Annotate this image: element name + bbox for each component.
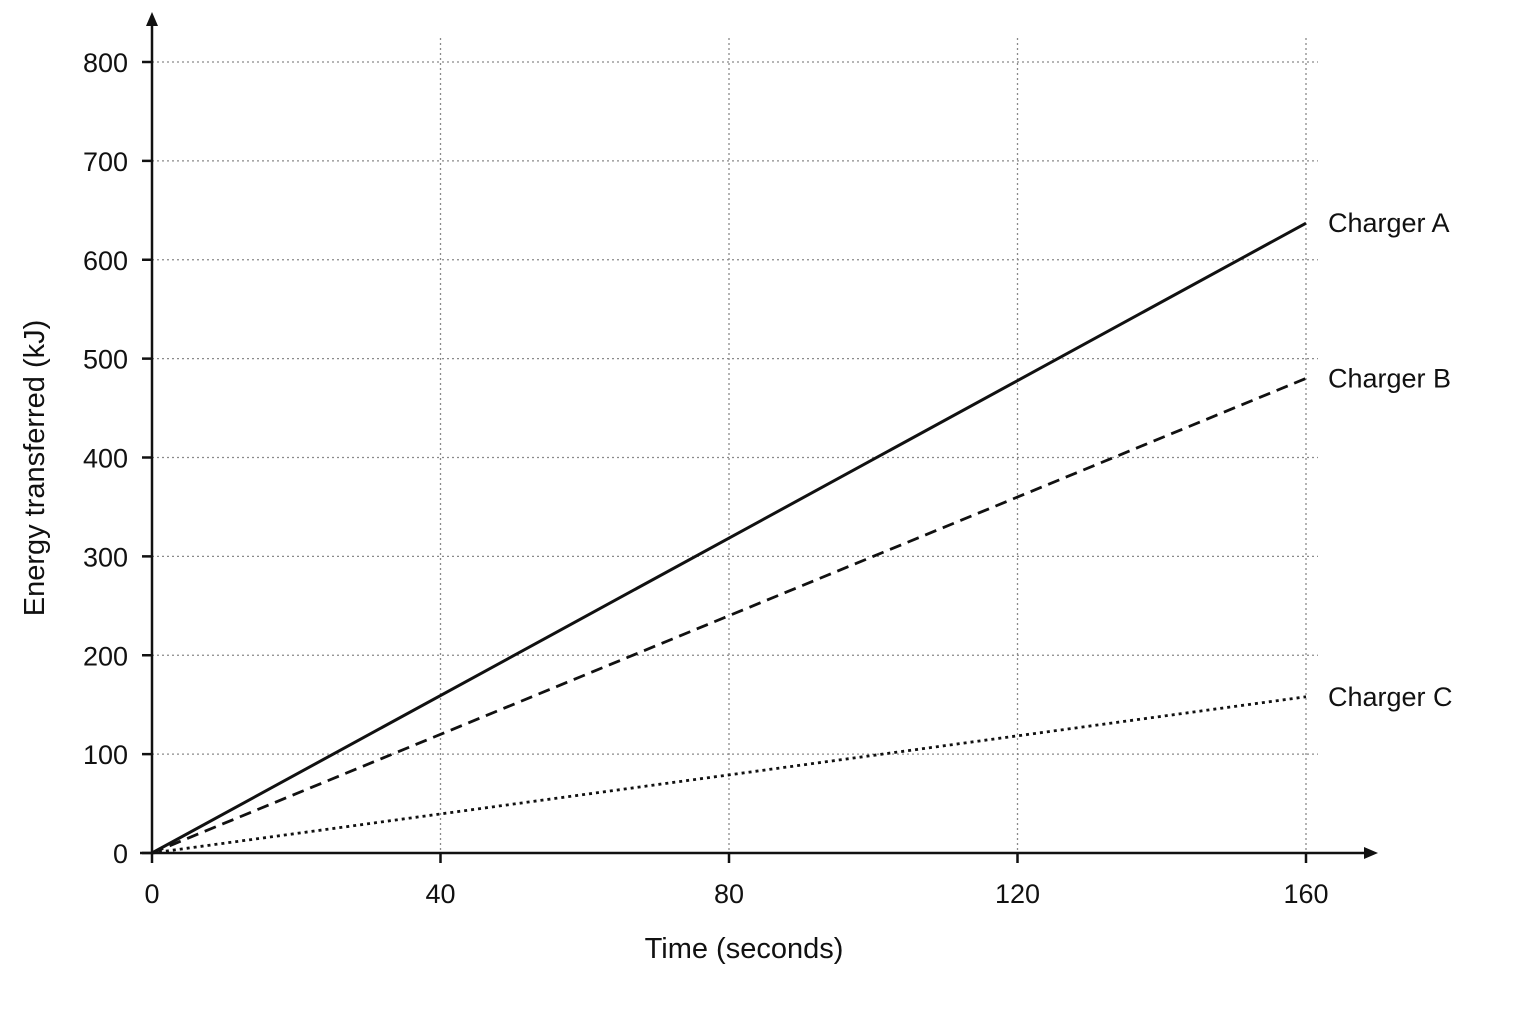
x-tick-label: 120 [995, 879, 1040, 909]
y-tick-label: 0 [113, 839, 128, 869]
x-tick-label: 0 [144, 879, 159, 909]
series-label-1: Charger A [1328, 208, 1450, 238]
ticks-layer: 0 100 200 300 400 500 600 700 800 0 40 80 120 160 [83, 48, 1329, 909]
x-axis-label: Time (seconds) [645, 933, 844, 965]
grid-layer [152, 38, 1318, 853]
y-tick-label: 200 [83, 641, 128, 671]
y-tick-label: 100 [83, 740, 128, 770]
axes-layer [140, 12, 1378, 859]
series-label-2: Charger B [1328, 363, 1451, 393]
x-axis-arrow-icon [1364, 847, 1378, 859]
y-tick-label: 400 [83, 444, 128, 474]
y-axis-arrow-icon [146, 12, 158, 26]
x-tick-label: 160 [1283, 879, 1328, 909]
x-tick-label: 40 [425, 879, 455, 909]
series-label-3: Charger C [1328, 682, 1453, 712]
y-axis-label: Energy transferred (kJ) [19, 320, 51, 617]
y-tick-label: 300 [83, 542, 128, 572]
series-line-1 [151, 221, 1307, 855]
y-tick-label: 800 [83, 48, 128, 78]
y-tick-label: 600 [83, 246, 128, 276]
series-line-3 [151, 695, 1307, 855]
series-layer: Charger A Charger B Charger C [151, 208, 1453, 855]
x-tick-label: 80 [714, 879, 744, 909]
y-tick-label: 700 [83, 147, 128, 177]
y-tick-label: 500 [83, 345, 128, 375]
